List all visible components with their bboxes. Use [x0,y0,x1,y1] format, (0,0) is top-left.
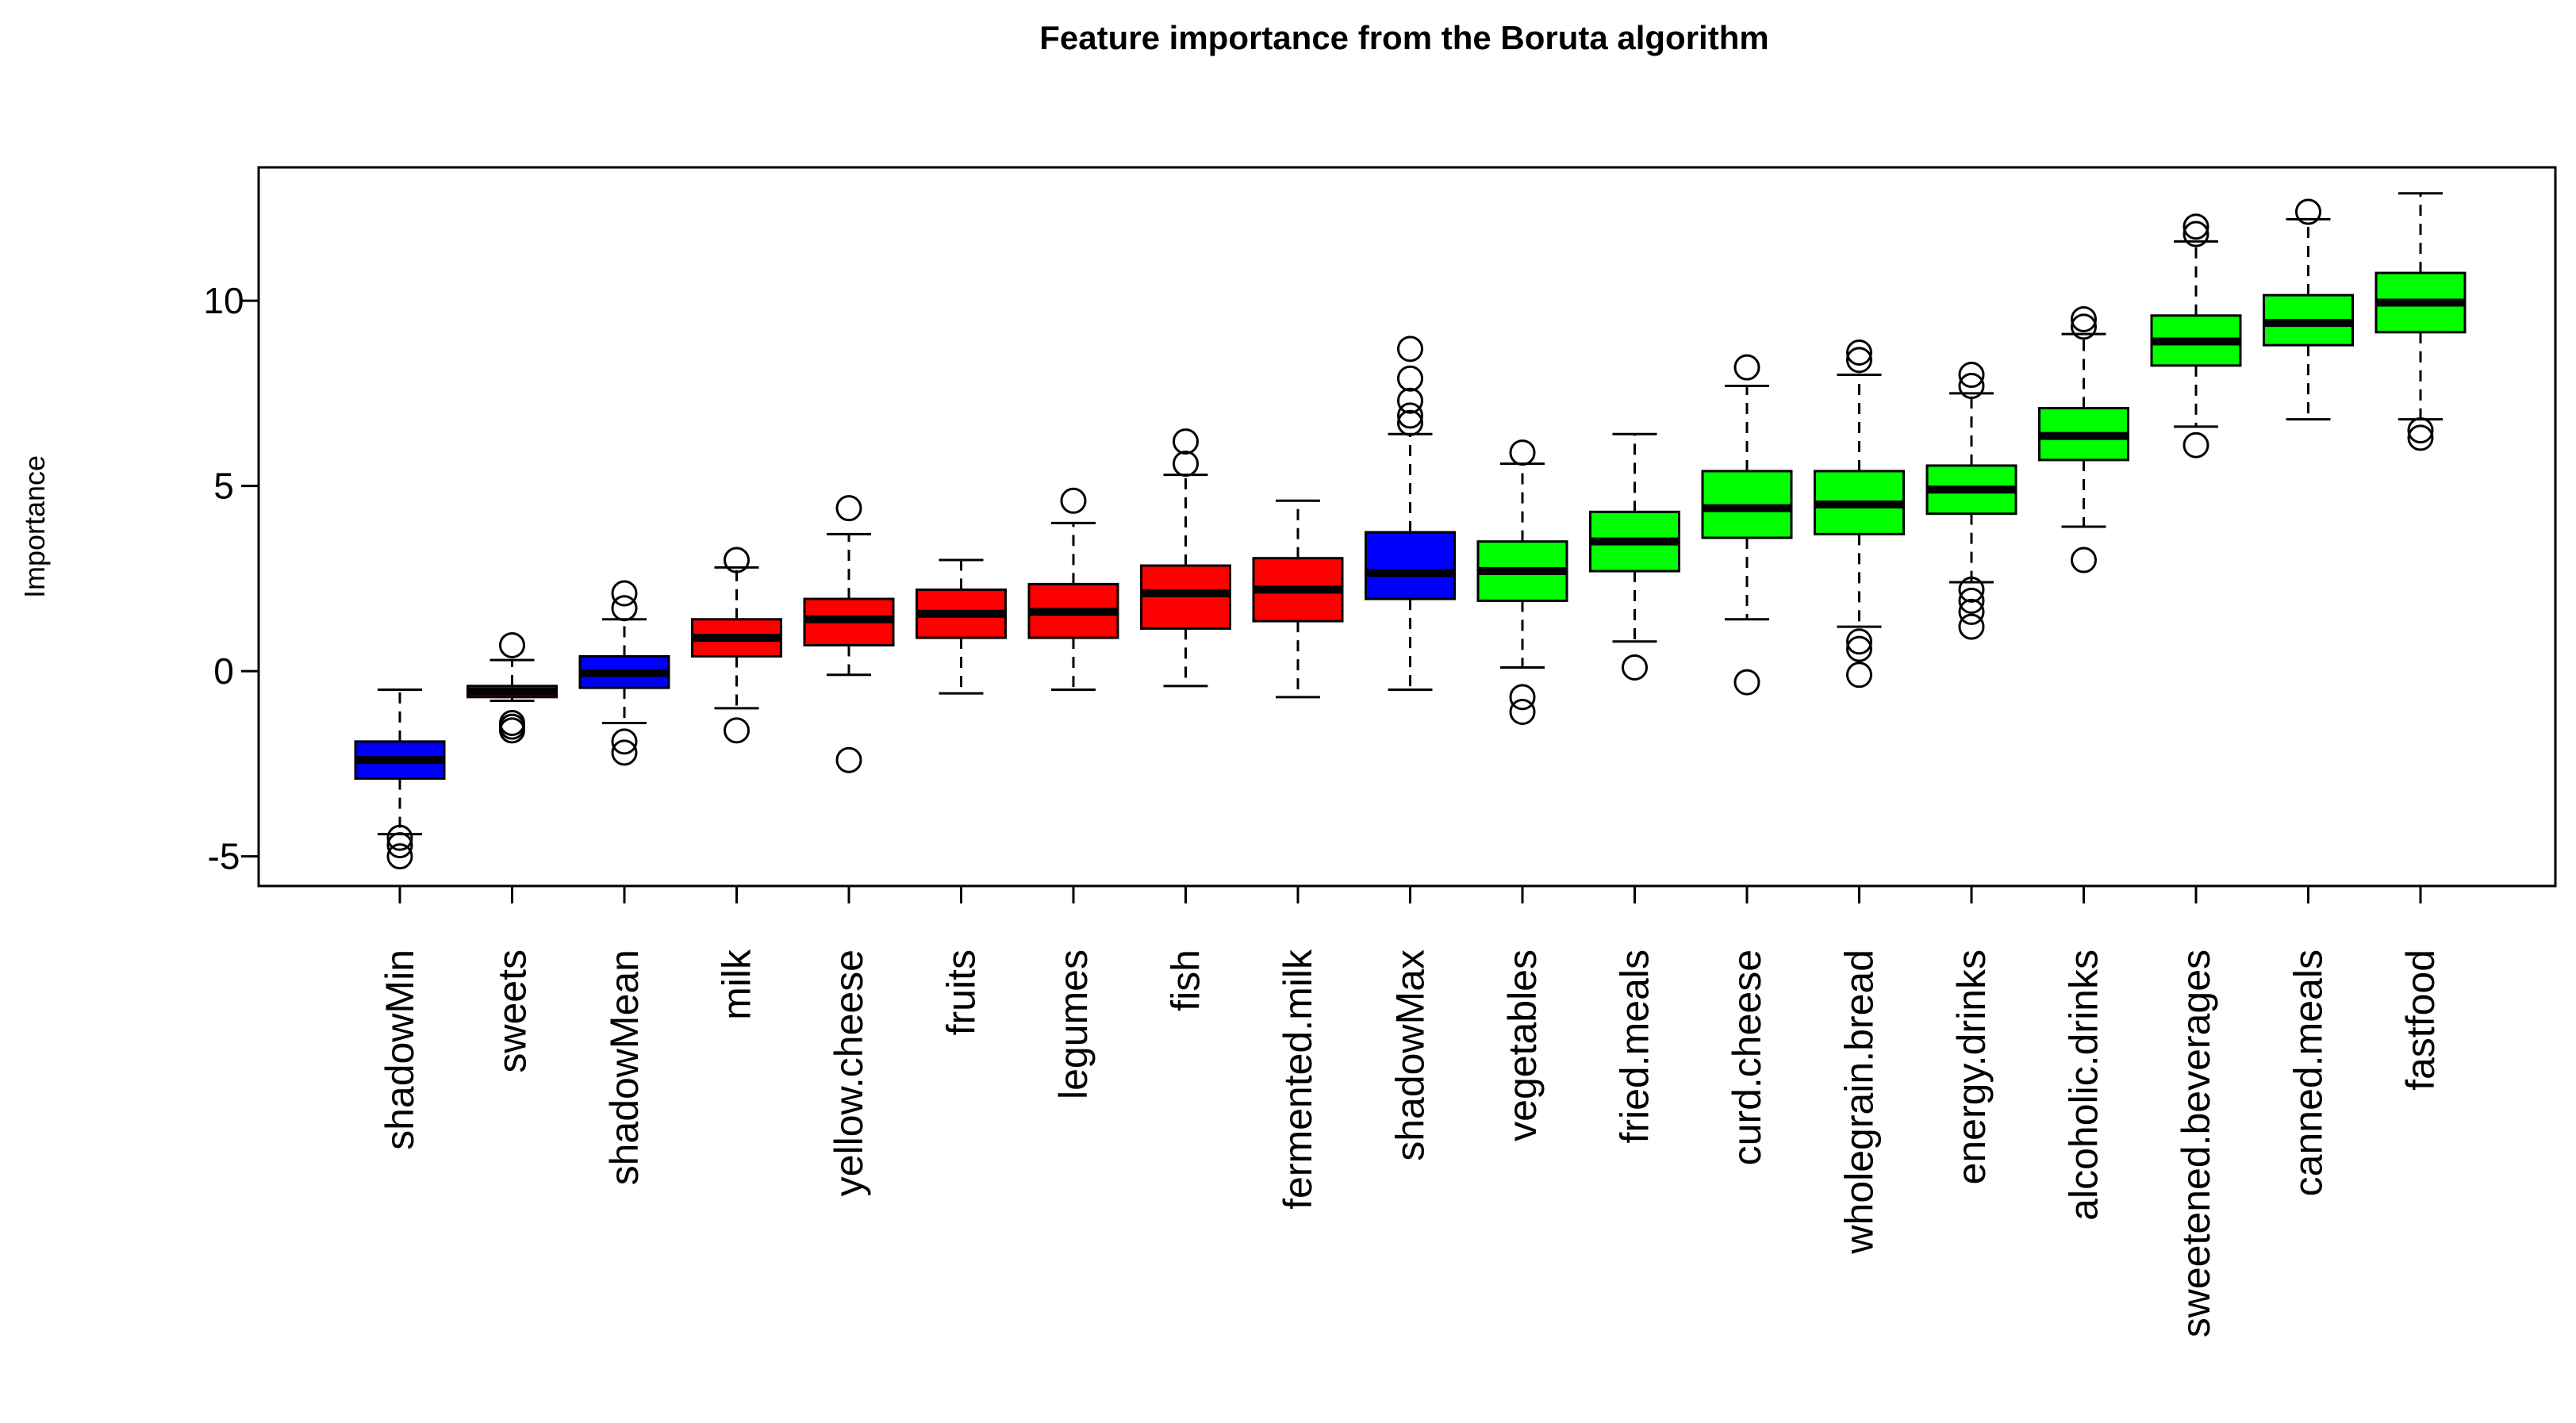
box-fish [1140,428,1231,688]
outlier-point [1846,339,1872,366]
outlier-point [611,739,638,766]
outlier-point [1733,354,1760,381]
box-canned.meals [2263,198,2354,421]
x-tick-label-wholegrain.bread: wholegrain.bread [1837,949,1882,1255]
x-tick-label-fried.meals: fried.meals [1613,949,1657,1144]
box-fermented.milk [1252,499,1344,699]
outlier-point [2407,417,2434,444]
y-tick-label: 5 [213,466,234,507]
outlier-point [611,728,638,755]
outlier-point [835,495,862,522]
outlier-point [2182,213,2209,240]
outlier-point [1958,587,1985,614]
outlier-point [499,631,525,658]
outlier-point [1846,635,1872,662]
outlier-point [1846,662,1872,688]
x-tick-label-shadowMin: shadowMin [378,949,422,1150]
y-axis-label: Importance [18,455,51,598]
outlier-point [1173,428,1199,455]
x-tick-label-energy.drinks: energy.drinks [1949,949,1994,1184]
box-fruits [916,558,1007,695]
box-energy.drinks [1925,362,2017,640]
outlier-point [386,824,413,851]
x-tick-label-fermented.milk: fermented.milk [1276,949,1320,1210]
outlier-point [2182,432,2209,458]
box-shadowMin [354,688,446,870]
outlier-point [1397,409,1423,436]
x-axis-labels: shadowMin sweets shadowMean milk yellow.chee… [378,884,2443,1337]
outlier-point [2071,305,2097,332]
outlier-point [2407,424,2434,451]
box-shadowMax [1365,336,1456,691]
outlier-point [724,547,750,573]
outlier-point [1397,336,1423,362]
x-tick-label-fastfood: fastfood [2398,949,2443,1091]
outlier-point [499,717,525,744]
outlier-point [1622,654,1648,681]
box-sweets [466,631,558,744]
outlier-point [2295,198,2321,225]
outlier-point [1397,365,1423,392]
x-tick-label-sweetened.beverages: sweetened.beverages [2174,949,2218,1337]
outlier-point [1846,628,1872,655]
box-fastfood [2374,192,2467,451]
x-tick-label-yellow.cheese: yellow.cheese [827,949,871,1196]
box-curd.cheese [1701,354,1793,696]
box-alcoholic.drinks [2038,305,2129,573]
x-tick-label-sweets: sweets [490,949,535,1073]
outlier-point [611,595,638,622]
x-tick-label-alcoholic.drinks: alcoholic.drinks [2062,949,2106,1221]
box-vegetables [1476,439,1568,726]
x-tick-label-fish: fish [1164,949,1208,1011]
y-tick-label: 10 [203,280,244,321]
x-tick-label-legumes: legumes [1051,949,1096,1099]
outlier-point [1397,387,1423,414]
outlier-point [2071,547,2097,573]
y-tick-label: -5 [208,836,240,877]
plot-frame [257,166,2557,888]
outlier-point [1509,684,1536,711]
x-tick-label-fruits: fruits [939,949,984,1035]
outlier-point [386,832,413,859]
outlier-point [1958,598,1985,625]
x-tick-label-milk: milk [715,949,759,1020]
box-sweetened.beverages [2150,213,2242,458]
box-wholegrain.bread [1814,339,1905,688]
chart-title: Feature importance from the Boruta algor… [1039,19,1768,56]
x-tick-label-canned.meals: canned.meals [2286,949,2331,1196]
outlier-point [1173,451,1199,478]
box-yellow.cheese [803,495,895,773]
box-legumes [1027,487,1119,691]
outlier-point [386,843,413,870]
iqr-box [1365,531,1456,600]
outlier-point [1397,402,1423,429]
box-shadowMean [578,580,670,766]
box-milk [691,547,782,744]
y-axis: -5 0 5 10 [203,280,260,877]
outlier-point [724,717,750,744]
outlier-point [1509,439,1536,466]
outlier-point [1509,699,1536,726]
outlier-point [835,746,862,773]
x-tick-label-vegetables: vegetables [1500,949,1545,1141]
x-tick-label-curd.cheese: curd.cheese [1725,949,1769,1165]
outlier-point [2182,221,2209,247]
outlier-point [611,580,638,607]
outlier-point [1958,613,1985,640]
outlier-point [1958,576,1985,603]
outlier-point [1846,347,1872,374]
y-tick-label: 0 [213,650,234,692]
outlier-point [1958,373,1985,400]
outlier-point [1733,669,1760,696]
x-tick-label-shadowMax: shadowMax [1388,949,1433,1161]
box-fried.meals [1589,432,1680,681]
outlier-point [2071,313,2097,340]
outlier-point [1958,362,1985,389]
boxes-group [354,192,2467,870]
outlier-point [1060,487,1087,514]
x-tick-label-shadowMean: shadowMean [602,949,647,1185]
